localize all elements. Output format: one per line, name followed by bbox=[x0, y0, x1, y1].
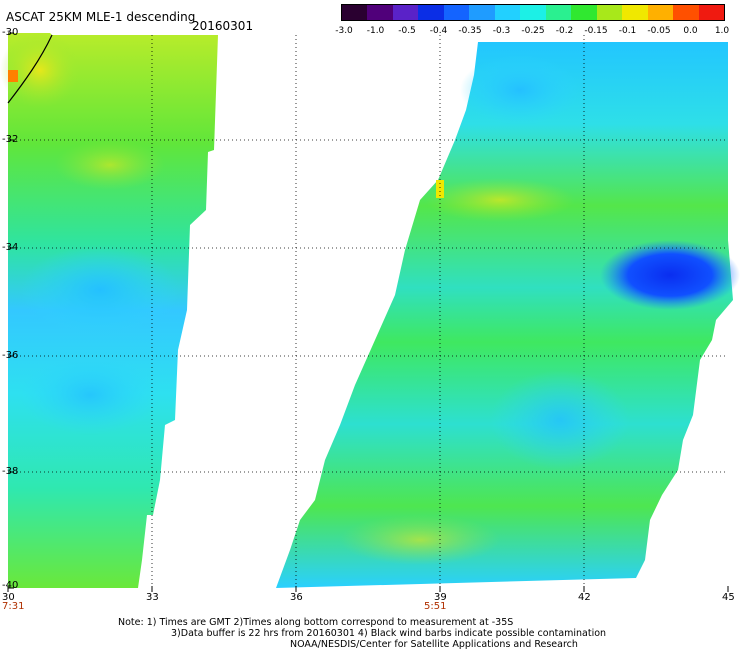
lon-label: 36 bbox=[290, 592, 303, 603]
note-line-3: NOAA/NESDIS/Center for Satellite Applica… bbox=[290, 639, 578, 650]
colorbar-label: -0.2 bbox=[555, 26, 574, 36]
chart-date: 20160301 bbox=[192, 19, 254, 33]
colorbar-segment bbox=[392, 5, 419, 20]
left-swath bbox=[0, 32, 218, 588]
lon-label: 30 bbox=[2, 592, 15, 603]
colorbar-label: 0.0 bbox=[683, 26, 698, 36]
colorbar-segment bbox=[443, 5, 470, 20]
colorbar-label: -0.4 bbox=[429, 26, 448, 36]
colorbar-segment bbox=[367, 5, 393, 20]
gridlines bbox=[8, 35, 728, 590]
colorbar-label: -0.15 bbox=[584, 26, 608, 36]
lon-label: 42 bbox=[578, 592, 591, 603]
lat-label: -34 bbox=[2, 242, 19, 253]
lon-label: 45 bbox=[722, 592, 735, 603]
note-line-2: 3)Data buffer is 22 hrs from 20160301 4)… bbox=[171, 628, 607, 639]
colorbar-label: -1.0 bbox=[366, 26, 385, 36]
colorbar-label: -0.35 bbox=[458, 26, 482, 36]
swath-time-right: 5:51 bbox=[424, 601, 447, 612]
right-swath bbox=[276, 42, 740, 588]
colorbar-segment bbox=[520, 5, 546, 20]
chart-title: ASCAT 25KM MLE-1 descending bbox=[6, 10, 196, 24]
colorbar-segment bbox=[698, 5, 725, 20]
colorbar-segment bbox=[469, 5, 495, 20]
lat-label: -38 bbox=[2, 466, 19, 477]
colorbar-segment bbox=[545, 5, 572, 20]
lat-label: -30 bbox=[2, 27, 19, 38]
swath-time-left: 7:31 bbox=[2, 601, 25, 612]
colorbar-segment bbox=[647, 5, 674, 20]
colorbar-label: -0.05 bbox=[647, 26, 671, 36]
colorbar-label: -0.5 bbox=[398, 26, 416, 36]
colorbar-segment bbox=[571, 5, 597, 20]
colorbar-label: -0.3 bbox=[492, 26, 511, 36]
lat-label: -32 bbox=[2, 134, 19, 145]
coastline bbox=[7, 34, 53, 104]
colorbar-segment bbox=[342, 5, 368, 20]
colorbar-label: 1.0 bbox=[714, 26, 730, 36]
lat-label: -40 bbox=[2, 580, 19, 591]
colorbar-segment bbox=[622, 5, 648, 20]
colorbar-segment bbox=[673, 5, 699, 20]
lon-label: 33 bbox=[146, 592, 159, 603]
colorbar-segment bbox=[494, 5, 521, 20]
axis-ticks bbox=[7, 32, 729, 592]
lon-label: 39 bbox=[434, 592, 447, 603]
colorbar-label: -0.25 bbox=[521, 26, 545, 36]
lat-label: -36 bbox=[2, 350, 19, 361]
colorbar bbox=[341, 4, 725, 21]
note-line-1: Note: 1) Times are GMT 2)Times along bot… bbox=[118, 617, 514, 628]
colorbar-label: -3.0 bbox=[335, 26, 353, 36]
colorbar-label: -0.1 bbox=[618, 26, 637, 36]
colorbar-segment bbox=[596, 5, 623, 20]
colorbar-segment bbox=[418, 5, 444, 20]
